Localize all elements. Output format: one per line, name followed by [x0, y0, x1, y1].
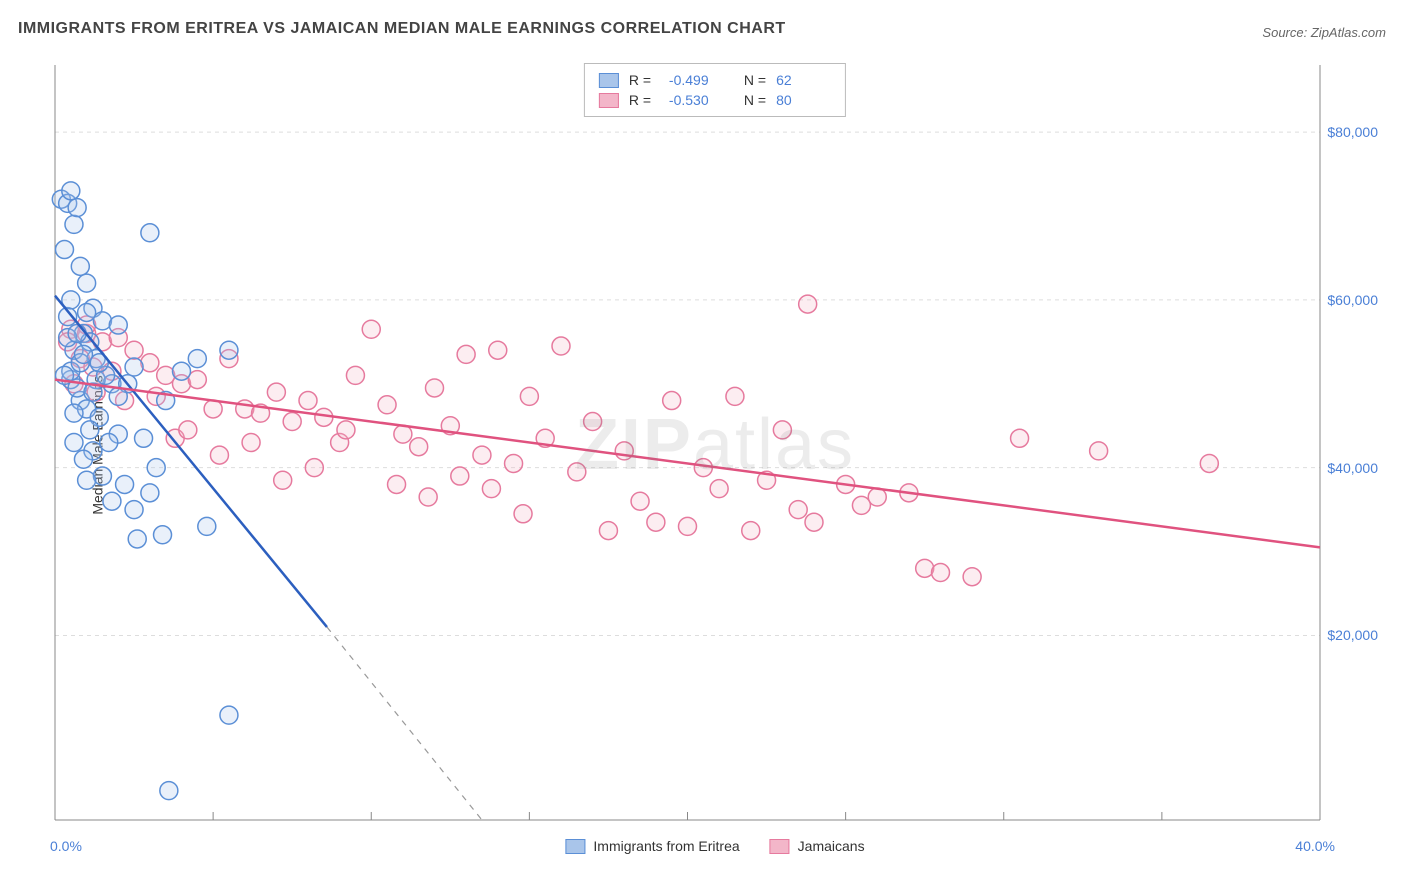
swatch-jamaican [599, 93, 619, 108]
chart-title: IMMIGRANTS FROM ERITREA VS JAMAICAN MEDI… [18, 20, 786, 38]
legend-row-jamaican: R = -0.530 N = 80 [599, 90, 831, 110]
legend-row-eritrea: R = -0.499 N = 62 [599, 70, 831, 90]
correlation-legend: R = -0.499 N = 62 R = -0.530 N = 80 [584, 63, 846, 117]
source-attribution: Source: ZipAtlas.com [1262, 25, 1386, 40]
n-label: N = [744, 72, 766, 88]
swatch-jamaican [770, 839, 790, 854]
legend-item-jamaican: Jamaicans [770, 838, 865, 854]
r-label: R = [629, 72, 659, 88]
chart-area: Median Male Earnings ZIPatlas R = -0.499… [50, 60, 1380, 830]
legend-label-jamaican: Jamaicans [798, 838, 865, 854]
n-value-eritrea: 62 [776, 72, 831, 88]
n-label: N = [744, 92, 766, 108]
y-tick-label: $20,000 [1327, 627, 1378, 643]
source-name: ZipAtlas.com [1311, 25, 1386, 40]
x-tick-max: 40.0% [1295, 838, 1335, 854]
r-value-eritrea: -0.499 [669, 72, 724, 88]
source-label: Source: [1262, 25, 1307, 40]
y-tick-label: $60,000 [1327, 292, 1378, 308]
x-tick-min: 0.0% [50, 838, 82, 854]
y-tick-label: $40,000 [1327, 460, 1378, 476]
n-value-jamaican: 80 [776, 92, 831, 108]
r-label: R = [629, 92, 659, 108]
r-value-jamaican: -0.530 [669, 92, 724, 108]
scatter-plot [50, 60, 1380, 830]
series-legend: Immigrants from Eritrea Jamaicans [565, 838, 864, 854]
y-tick-label: $80,000 [1327, 124, 1378, 140]
swatch-eritrea [565, 839, 585, 854]
swatch-eritrea [599, 73, 619, 88]
legend-label-eritrea: Immigrants from Eritrea [593, 838, 739, 854]
legend-item-eritrea: Immigrants from Eritrea [565, 838, 739, 854]
